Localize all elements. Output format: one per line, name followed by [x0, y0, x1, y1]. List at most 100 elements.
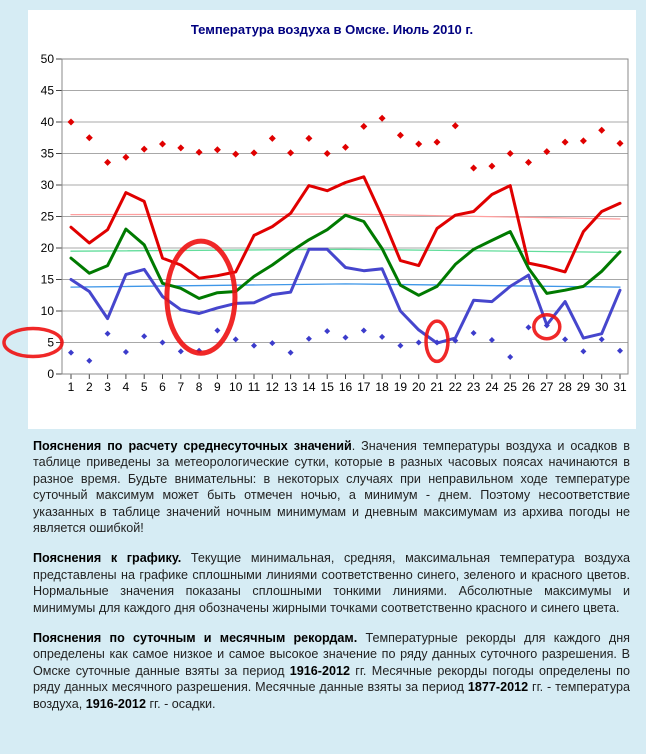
record-min-points: [415, 339, 422, 346]
y-tick-label: 5: [47, 336, 54, 350]
y-tick-label: 40: [41, 115, 55, 129]
x-tick-label: 27: [540, 380, 554, 394]
x-tick-label: 1: [68, 380, 75, 394]
x-tick-label: 6: [159, 380, 166, 394]
annotation-ellipse: [424, 319, 450, 364]
x-tick-label: 31: [613, 380, 627, 394]
x-tick-label: 25: [504, 380, 518, 394]
record-min-points: [177, 348, 184, 355]
x-tick-label: 11: [248, 380, 261, 394]
x-tick-label: 4: [123, 380, 130, 394]
record-max-points: [342, 143, 349, 151]
record-max-points: [287, 149, 295, 157]
x-tick-label: 9: [214, 380, 221, 394]
record-min-points: [86, 357, 93, 364]
record-max-points: [213, 146, 221, 154]
y-tick-label: 20: [41, 241, 55, 255]
chart-card: [28, 10, 636, 429]
record-max-points: [543, 148, 551, 156]
annotation-ellipse: [164, 238, 238, 356]
y-tick-label: 25: [41, 210, 55, 224]
avg-temperature-line: [69, 213, 622, 300]
y-tick-label: 45: [41, 84, 55, 98]
record-max-points: [140, 145, 148, 153]
x-tick-label: 30: [595, 380, 609, 394]
y-tick-label: 30: [41, 178, 55, 192]
annotation-ellipse: [2, 326, 64, 359]
record-min-points: [305, 335, 312, 342]
record-min-points: [287, 349, 294, 356]
record-max-points: [122, 153, 130, 161]
record-min-points: [232, 336, 239, 343]
record-min-points: [580, 348, 587, 355]
x-tick-label: 16: [339, 380, 353, 394]
explanation-paragraph: Пояснения по расчету среднесуточных знач…: [33, 439, 630, 536]
y-tick-label: 35: [41, 147, 55, 161]
y-tick-label: 10: [41, 304, 55, 318]
record-max-points: [323, 150, 331, 157]
chart-title: Температура воздуха в Омске. Июль 2010 г…: [190, 22, 474, 37]
record-min-points: [598, 336, 605, 343]
x-tick-label: 7: [177, 380, 184, 394]
record-min-points: [562, 336, 569, 343]
explanation-paragraph: Пояснения по суточным и месячным рекорда…: [33, 631, 630, 711]
record-max-points: [598, 126, 606, 134]
record-max-points: [195, 148, 203, 156]
x-tick-label: 22: [449, 380, 463, 394]
normal-avg-line: [70, 248, 621, 254]
record-max-points: [470, 164, 478, 172]
record-max-points: [159, 140, 166, 148]
x-tick-label: 2: [86, 380, 93, 394]
record-max-points: [85, 134, 93, 142]
y-tick-label: 15: [41, 273, 55, 287]
record-min-points: [342, 334, 349, 341]
record-min-points: [379, 333, 386, 340]
x-tick-label: 28: [558, 380, 572, 394]
x-tick-label: 8: [196, 380, 203, 394]
x-tick-label: 14: [302, 380, 316, 394]
record-min-points: [488, 336, 495, 343]
record-max-points: [433, 138, 441, 146]
record-max-points: [488, 162, 496, 170]
record-max-points: [67, 118, 75, 126]
record-min-points: [104, 330, 111, 337]
record-min-points: [141, 333, 148, 340]
record-max-points: [561, 138, 569, 146]
max-temperature-line: [69, 175, 622, 280]
x-tick-label: 5: [141, 380, 148, 394]
record-min-points: [397, 342, 404, 349]
explanation-paragraph: Пояснения к графику. Текущие минимальная…: [33, 551, 630, 615]
record-max-points: [250, 149, 258, 157]
x-tick-label: 19: [394, 380, 408, 394]
record-min-points: [543, 322, 550, 329]
record-max-points: [579, 137, 587, 145]
record-max-points: [451, 122, 459, 130]
normal-min-line: [70, 283, 621, 288]
x-tick-label: 23: [467, 380, 481, 394]
annotation-ellipse: [532, 313, 562, 341]
x-tick-label: 20: [412, 380, 426, 394]
x-tick-label: 21: [430, 380, 444, 394]
record-min-points: [251, 342, 257, 349]
x-tick-label: 10: [229, 380, 243, 394]
record-max-points: [378, 114, 386, 122]
record-max-points: [104, 158, 112, 166]
record-min-points: [324, 328, 331, 335]
x-tick-label: 26: [522, 380, 536, 394]
record-max-points: [396, 131, 404, 139]
record-max-points: [360, 122, 368, 130]
x-tick-label: 29: [577, 380, 591, 394]
x-tick-label: 18: [375, 380, 389, 394]
record-min-points: [360, 327, 367, 334]
record-max-points: [506, 150, 514, 157]
record-min-points: [470, 330, 477, 337]
record-max-points: [305, 134, 313, 142]
x-tick-label: 3: [104, 380, 111, 394]
x-tick-label: 15: [321, 380, 335, 394]
record-min-points: [68, 349, 74, 356]
x-tick-label: 24: [485, 380, 499, 394]
record-max-points: [415, 140, 423, 148]
record-max-points: [616, 139, 624, 147]
y-tick-label: 0: [47, 367, 54, 381]
